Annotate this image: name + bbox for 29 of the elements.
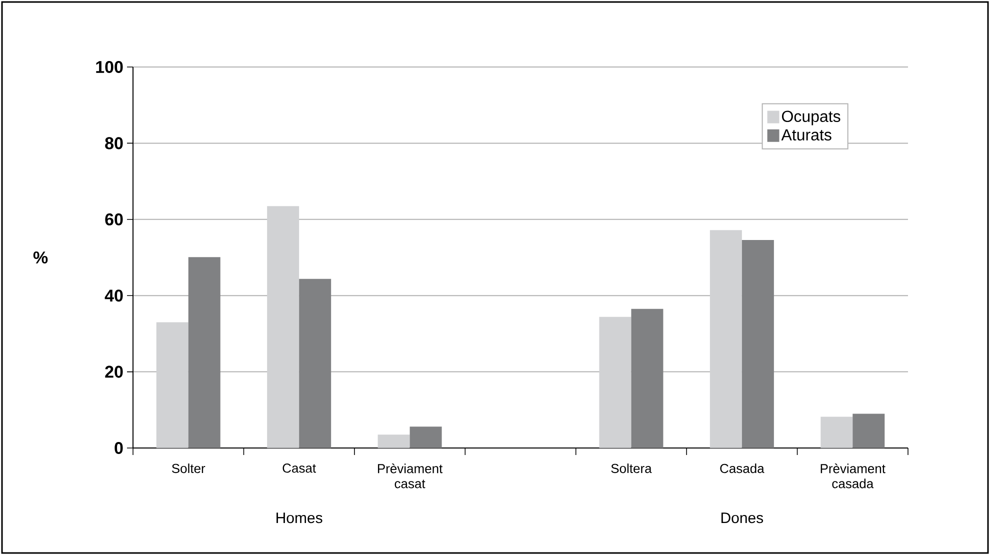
text: Dones: [721, 512, 764, 524]
x-tick-label: Casat: [282, 464, 316, 473]
x-tick-label: Prèviament casada: [820, 464, 886, 488]
bar: [188, 257, 220, 448]
x-tick-label: Solter: [172, 464, 206, 474]
bar: [852, 414, 885, 448]
bar: [410, 426, 442, 448]
bar: [299, 278, 332, 448]
y-tick-label: 80: [105, 137, 123, 150]
x-tick-label: Prèviament casat: [378, 464, 443, 488]
legend-label: Ocupats: [782, 110, 840, 126]
bar: [599, 316, 632, 448]
x-tick-label: Casada: [720, 464, 764, 474]
x-tick-label: Soltera: [611, 464, 652, 474]
y-tick-label: 0: [114, 442, 123, 454]
y-tick-label: 100: [96, 60, 123, 74]
bar: [378, 434, 410, 448]
bar: [742, 240, 774, 448]
bar: [631, 308, 664, 448]
y-tick-label: 40: [104, 290, 123, 302]
bar: [267, 206, 300, 448]
bar: [156, 322, 188, 448]
y-tick-label: 20: [105, 366, 123, 378]
bar: [820, 416, 853, 448]
legend-label: Aturats: [781, 129, 832, 141]
text: Homes: [276, 512, 322, 524]
bar: [710, 230, 742, 448]
y-tick-label: 60: [105, 213, 123, 226]
y-axis-title: %: [33, 252, 48, 264]
